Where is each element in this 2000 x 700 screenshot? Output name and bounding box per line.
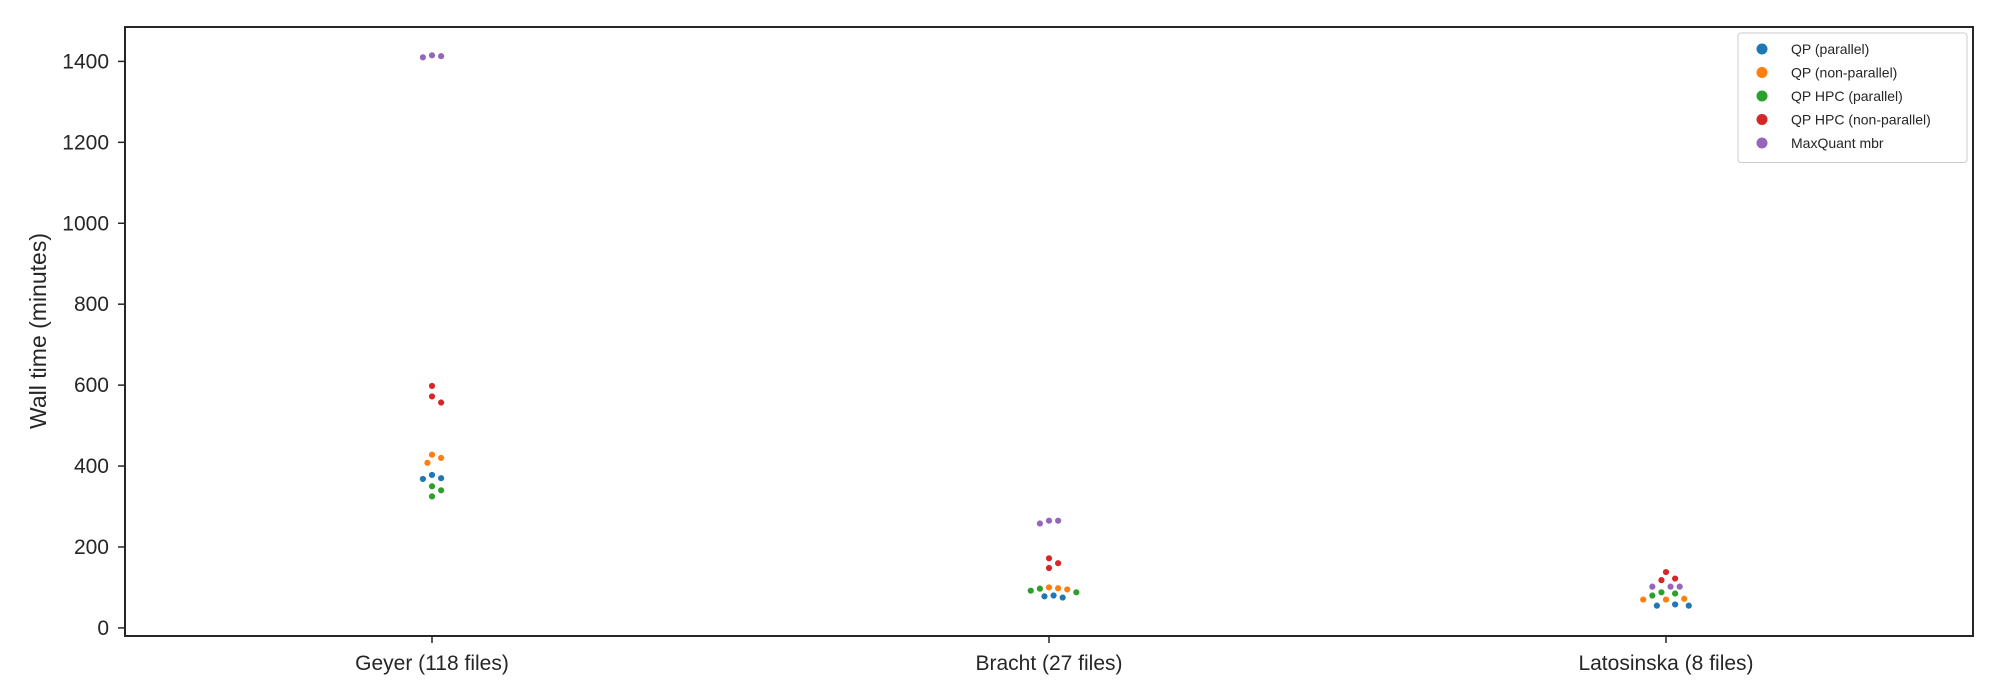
- data-point: [1671, 574, 1680, 583]
- data-point: [1657, 588, 1666, 597]
- legend-marker: [1756, 43, 1768, 55]
- data-point: [428, 492, 436, 501]
- y-tick-label: 800: [74, 293, 109, 316]
- data-point: [1045, 516, 1053, 525]
- data-point: [1054, 584, 1063, 593]
- x-tick-label: Latosinska (8 files): [1578, 652, 1753, 675]
- y-tick-label: 1400: [62, 50, 109, 73]
- data-point: [437, 454, 446, 462]
- legend-label: QP (parallel): [1791, 41, 1869, 57]
- legend-box: [1737, 32, 1968, 163]
- data-point: [1662, 568, 1670, 576]
- y-tick-label: 200: [74, 536, 109, 559]
- data-point: [428, 450, 436, 459]
- y-tick-label: 600: [74, 374, 109, 397]
- data-point: [1684, 601, 1693, 610]
- data-point: [1657, 576, 1666, 585]
- data-point: [1035, 584, 1044, 593]
- data-point: [428, 471, 436, 479]
- data-point: [1040, 592, 1049, 601]
- data-point: [428, 392, 436, 401]
- data-point: [1045, 554, 1053, 563]
- data-point: [1072, 588, 1081, 597]
- data-point: [1662, 595, 1670, 604]
- data-point: [1675, 582, 1684, 591]
- axis-ticks: 0 200 400 600 800 1000 1200 1400 Geyer (118 file…: [62, 50, 1753, 675]
- data-point: [1054, 559, 1063, 568]
- data-point: [1045, 564, 1053, 572]
- data-point: [428, 382, 436, 390]
- legend-marker: [1756, 137, 1768, 149]
- y-tick-label: 1200: [62, 131, 109, 154]
- data-point: [1045, 583, 1053, 592]
- data-point: [418, 53, 427, 62]
- data-point: [423, 458, 432, 467]
- data-point: [1648, 582, 1657, 591]
- data-point: [1671, 589, 1680, 598]
- data-point: [428, 482, 436, 491]
- y-tick-label: 1000: [62, 212, 109, 235]
- data-point: [428, 51, 436, 60]
- data-point: [1652, 601, 1661, 610]
- legend-marker: [1756, 67, 1768, 78]
- data-point: [1063, 585, 1072, 594]
- data-point: [1026, 586, 1035, 595]
- data-points: [418, 51, 1693, 610]
- x-tick-label: Bracht (27 files): [975, 652, 1122, 675]
- data-point: [1054, 516, 1063, 525]
- data-point: [1648, 591, 1657, 600]
- data-point: [1671, 600, 1680, 609]
- data-point: [1035, 519, 1044, 528]
- data-point: [1666, 582, 1675, 591]
- data-point: [437, 474, 446, 483]
- y-tick-label: 400: [74, 455, 109, 478]
- legend-label: QP HPC (non-parallel): [1791, 112, 1931, 128]
- data-point: [418, 475, 427, 483]
- data-point: [1639, 595, 1648, 604]
- legend-marker: [1756, 90, 1768, 102]
- y-tick-label: 0: [97, 617, 109, 640]
- legend-label: MaxQuant mbr: [1791, 135, 1884, 151]
- legend-label: QP HPC (parallel): [1791, 88, 1903, 104]
- data-point: [1049, 591, 1058, 600]
- y-axis-title: Wall time (minutes): [25, 233, 51, 429]
- legend: QP (parallel) QP (non-parallel) QP HPC (pa…: [1737, 32, 1968, 163]
- data-point: [1680, 594, 1689, 603]
- legend-marker: [1756, 114, 1768, 125]
- data-point: [437, 486, 446, 495]
- data-point: [1058, 593, 1067, 602]
- plot-frame: [124, 26, 1974, 637]
- legend-label: QP (non-parallel): [1791, 65, 1897, 81]
- x-tick-label: Geyer (118 files): [355, 652, 509, 675]
- data-point: [437, 398, 446, 407]
- data-point: [437, 52, 446, 61]
